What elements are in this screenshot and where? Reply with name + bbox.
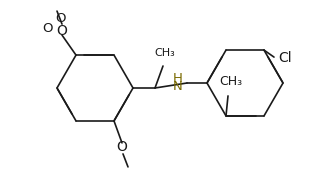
Text: O: O (116, 140, 127, 154)
Text: O: O (56, 24, 67, 38)
Text: O: O (43, 22, 53, 35)
Text: CH₃: CH₃ (155, 48, 175, 58)
Text: Cl: Cl (278, 51, 292, 65)
Text: H: H (173, 73, 183, 86)
Text: CH₃: CH₃ (219, 75, 243, 88)
Text: N: N (173, 80, 183, 94)
Text: O: O (55, 12, 65, 25)
